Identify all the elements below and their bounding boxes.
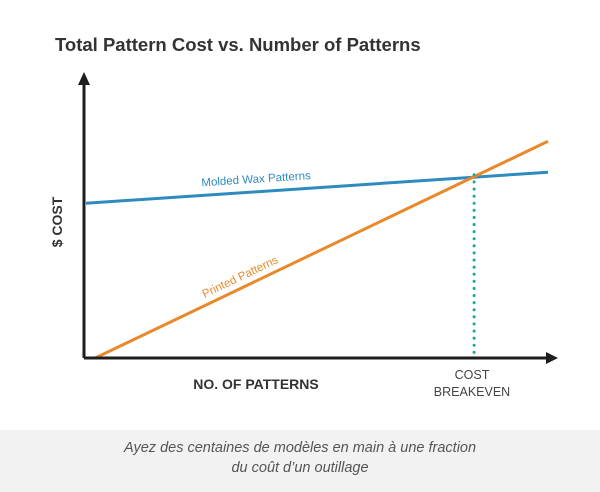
y-axis-arrowhead xyxy=(78,72,90,85)
x-axis-arrowhead xyxy=(546,352,558,364)
breakeven-label-line-2: BREAKEVEN xyxy=(434,385,510,399)
series-label-molded-wax: Molded Wax Patterns xyxy=(201,170,311,189)
series-layer: Molded Wax Patterns Printed Patterns xyxy=(85,139,549,360)
series-line-printed xyxy=(94,139,549,360)
series-line-molded-wax xyxy=(85,170,549,205)
series-label-printed: Printed Patterns xyxy=(201,254,281,301)
caption-line-2: du coût d’un outillage xyxy=(231,460,369,476)
chart-panel: Total Pattern Cost vs. Number of Pattern… xyxy=(49,34,558,399)
x-axis-label: NO. OF PATTERNS xyxy=(193,376,318,392)
caption-line-1: Ayez des centaines de modèles en main à … xyxy=(123,440,477,456)
y-axis-label: $ COST xyxy=(49,196,65,247)
caption-band: Ayez des centaines de modèles en main à … xyxy=(0,430,600,492)
pattern-cost-chart: Total Pattern Cost vs. Number of Pattern… xyxy=(49,34,558,399)
chart-title: Total Pattern Cost vs. Number of Pattern… xyxy=(55,34,421,55)
figure-caption: Ayez des centaines de modèles en main à … xyxy=(50,438,550,478)
breakeven-label-line-1: COST xyxy=(455,368,490,382)
